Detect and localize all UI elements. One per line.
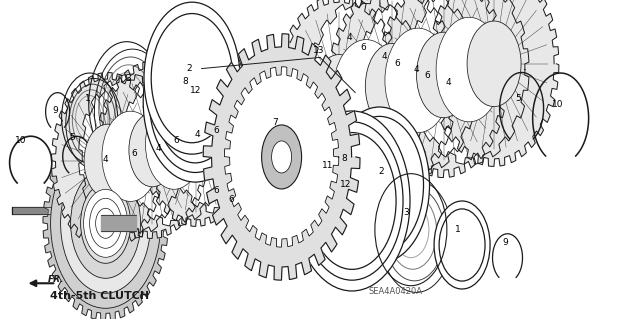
Ellipse shape [84,124,131,198]
Ellipse shape [417,32,470,118]
Text: 3: 3 [404,208,409,217]
Polygon shape [358,0,477,175]
Ellipse shape [308,133,396,269]
Polygon shape [122,63,226,226]
Text: 6: 6 [394,59,399,68]
Polygon shape [166,50,269,213]
Text: 6: 6 [214,126,219,135]
Ellipse shape [88,195,124,251]
Ellipse shape [81,183,131,263]
Polygon shape [429,0,559,167]
Ellipse shape [262,125,301,189]
Ellipse shape [439,209,485,281]
Text: 3: 3 [125,74,131,83]
Ellipse shape [90,198,122,248]
Ellipse shape [314,146,342,190]
Ellipse shape [434,201,490,289]
Text: 8: 8 [183,77,188,86]
Text: 9: 9 [53,106,58,115]
Ellipse shape [161,40,225,142]
Ellipse shape [301,122,403,280]
Text: 1: 1 [456,225,461,234]
Text: 6: 6 [173,136,179,145]
Ellipse shape [312,55,366,140]
Ellipse shape [95,208,116,238]
Ellipse shape [151,13,233,143]
Text: 4: 4 [103,155,108,164]
Text: SEA4A0420A: SEA4A0420A [369,287,422,296]
Polygon shape [43,126,168,319]
Polygon shape [96,61,209,239]
Ellipse shape [95,207,116,239]
Ellipse shape [189,86,246,176]
Polygon shape [51,72,164,250]
Ellipse shape [365,43,419,129]
Ellipse shape [84,189,127,257]
Ellipse shape [294,111,410,291]
Ellipse shape [102,111,159,201]
Ellipse shape [172,101,220,175]
Ellipse shape [311,112,390,238]
Text: 13: 13 [313,46,324,55]
Ellipse shape [385,28,451,133]
Text: 6: 6 [132,149,137,158]
Text: 7: 7 [273,118,278,127]
Polygon shape [79,75,182,238]
Text: 8: 8 [342,154,347,163]
Text: 4: 4 [413,65,419,74]
Ellipse shape [145,99,203,189]
Text: 4: 4 [445,78,451,87]
Text: 6: 6 [229,195,234,204]
Text: 6: 6 [214,186,219,195]
Polygon shape [307,0,426,187]
Ellipse shape [51,138,161,308]
Text: 4: 4 [195,130,200,139]
Text: 4: 4 [381,52,387,61]
Ellipse shape [156,31,231,151]
Text: 2: 2 [186,64,191,73]
Ellipse shape [335,116,424,254]
Text: 4: 4 [156,144,161,153]
Text: 9: 9 [503,238,508,247]
Ellipse shape [271,141,292,173]
Text: 5: 5 [69,133,74,142]
Ellipse shape [436,17,502,122]
Text: 12: 12 [340,180,351,189]
Ellipse shape [333,40,399,144]
Ellipse shape [144,2,240,154]
Text: 6: 6 [361,43,366,52]
Ellipse shape [61,153,150,293]
Text: 1: 1 [86,94,91,103]
Ellipse shape [70,168,141,278]
Ellipse shape [467,21,521,107]
Text: 10: 10 [15,136,27,145]
Polygon shape [204,34,360,280]
Polygon shape [379,0,508,178]
Text: FR.: FR. [48,275,65,284]
Ellipse shape [317,121,385,228]
Text: 6: 6 [425,71,430,80]
Text: 12: 12 [189,86,201,95]
Polygon shape [410,0,529,164]
Ellipse shape [143,22,247,182]
Text: 10: 10 [552,100,564,109]
Text: 2: 2 [379,167,384,176]
Text: 11: 11 [322,161,333,170]
Text: 4th-5th CLUTCH: 4th-5th CLUTCH [50,291,148,301]
Polygon shape [328,0,457,189]
Polygon shape [140,49,252,226]
Polygon shape [275,0,404,200]
Ellipse shape [129,113,176,187]
Ellipse shape [319,154,337,182]
Ellipse shape [156,41,235,163]
Text: 4: 4 [347,33,352,42]
Text: 5: 5 [516,94,521,103]
Polygon shape [225,67,339,247]
Ellipse shape [330,107,429,263]
Ellipse shape [150,32,241,173]
